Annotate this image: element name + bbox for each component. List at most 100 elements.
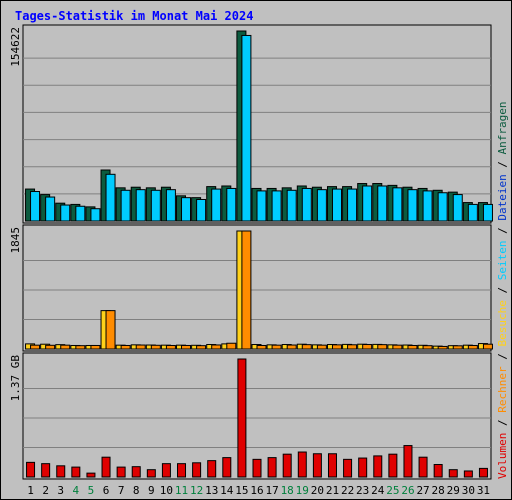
bar-dateien-day-20	[316, 189, 327, 222]
bar-dateien-day-16	[256, 190, 267, 222]
bar-dateien-day-29	[452, 194, 463, 222]
x-tick-label: 20	[311, 484, 324, 497]
x-tick-label: 29	[447, 484, 460, 497]
legend-separator: /	[496, 221, 509, 241]
legend-item-dateien: Dateien	[496, 174, 509, 220]
bar-volumen-day-3	[56, 465, 66, 478]
bar-dateien-day-5	[90, 208, 101, 222]
bar-volumen-day-27	[418, 456, 428, 478]
bar-dateien-day-6	[105, 173, 116, 222]
bar-volumen-day-25	[388, 453, 398, 478]
x-tick-label: 18	[281, 484, 294, 497]
bar-besuche-day-11	[181, 344, 192, 350]
x-tick-label: 7	[118, 484, 125, 497]
bar-volumen-day-14	[222, 457, 232, 478]
bar-dateien-day-11	[181, 197, 192, 222]
bar-besuche-day-30	[467, 344, 478, 350]
x-tick-label: 22	[341, 484, 354, 497]
bar-dateien-day-15	[241, 34, 252, 222]
bar-dateien-day-21	[331, 188, 342, 222]
bar-besuche-day-14	[226, 342, 237, 350]
x-tick-label: 13	[205, 484, 218, 497]
bar-besuche-day-15	[241, 230, 252, 350]
bar-volumen-day-7	[116, 466, 126, 478]
bar-dateien-day-1	[30, 191, 41, 222]
legend-separator: /	[496, 280, 509, 300]
bar-volumen-day-23	[358, 457, 368, 478]
bar-besuche-day-29	[452, 345, 463, 350]
bar-volumen-day-26	[403, 445, 413, 478]
bar-volumen-day-30	[463, 470, 473, 478]
x-tick-label: 26	[401, 484, 414, 497]
x-tick-label: 12	[190, 484, 203, 497]
bar-dateien-day-10	[165, 189, 176, 222]
x-tick-label: 24	[371, 484, 385, 497]
bar-volumen-day-6	[101, 456, 111, 478]
bar-dateien-day-25	[392, 187, 403, 222]
bar-dateien-day-19	[301, 187, 312, 222]
bar-besuche-day-27	[422, 345, 433, 350]
legend-item-anfragen: Anfragen	[496, 101, 509, 154]
bar-volumen-day-13	[207, 460, 217, 478]
bar-dateien-day-30	[467, 203, 478, 222]
bar-dateien-day-28	[437, 192, 448, 222]
x-tick-label: 30	[462, 484, 475, 497]
x-tick-label: 10	[160, 484, 173, 497]
ymax-label-middle: 1845	[9, 227, 22, 254]
bar-besuche-day-6	[105, 310, 116, 350]
bar-dateien-day-26	[407, 189, 418, 222]
bar-besuche-day-26	[407, 344, 418, 350]
bar-volumen-day-24	[373, 455, 383, 478]
legend-right: Volumen / Rechner / Besuche / Seiten / D…	[496, 101, 509, 479]
bar-volumen-day-1	[26, 461, 36, 478]
bar-dateien-day-23	[362, 185, 373, 222]
x-tick-label: 9	[148, 484, 155, 497]
x-tick-label: 17	[265, 484, 278, 497]
bar-dateien-day-18	[286, 189, 297, 222]
x-tick-label: 28	[432, 484, 445, 497]
bar-dateien-day-24	[377, 185, 388, 222]
bar-dateien-day-3	[60, 204, 71, 222]
bar-besuche-day-16	[256, 344, 267, 350]
bar-volumen-day-17	[267, 457, 277, 478]
bar-volumen-day-12	[192, 462, 202, 478]
bar-volumen-day-5	[86, 472, 96, 478]
x-tick-label: 16	[250, 484, 263, 497]
bar-volumen-day-21	[327, 453, 337, 478]
legend-item-rechner: Rechner	[496, 366, 509, 413]
bar-dateien-day-12	[196, 198, 207, 222]
bar-besuche-day-17	[271, 344, 282, 350]
bar-volumen-day-31	[478, 467, 488, 478]
bar-volumen-day-8	[131, 466, 141, 478]
legend-item-besuche: Besuche	[496, 300, 509, 346]
x-tick-label: 15	[235, 484, 248, 497]
bar-volumen-day-10	[161, 463, 171, 478]
x-tick-label: 23	[356, 484, 369, 497]
bar-volumen-day-11	[177, 463, 187, 478]
x-tick-label: 11	[175, 484, 188, 497]
chart-title: Tages-Statistik im Monat Mai 2024	[15, 9, 253, 23]
x-tick-label: 1	[27, 484, 34, 497]
x-tick-label: 3	[57, 484, 64, 497]
bar-volumen-day-18	[282, 453, 292, 478]
bar-besuche-day-2	[45, 344, 56, 350]
bar-dateien-day-4	[75, 205, 86, 222]
bar-volumen-day-29	[448, 469, 458, 478]
legend-separator: /	[496, 154, 509, 174]
bar-volumen-day-9	[146, 469, 156, 478]
bar-besuche-day-22	[347, 344, 358, 350]
bar-volumen-day-28	[433, 464, 443, 478]
bar-besuche-day-12	[196, 345, 207, 350]
bar-besuche-day-8	[135, 344, 146, 350]
bar-dateien-day-17	[271, 190, 282, 222]
bar-besuche-day-13	[211, 344, 222, 350]
bar-besuche-day-7	[120, 344, 131, 350]
x-tick-label: 31	[477, 484, 490, 497]
bar-besuche-day-1	[30, 344, 41, 350]
bar-dateien-day-27	[422, 190, 433, 222]
bar-besuche-day-31	[482, 343, 493, 350]
x-tick-label: 8	[133, 484, 140, 497]
x-tick-label: 4	[73, 484, 80, 497]
